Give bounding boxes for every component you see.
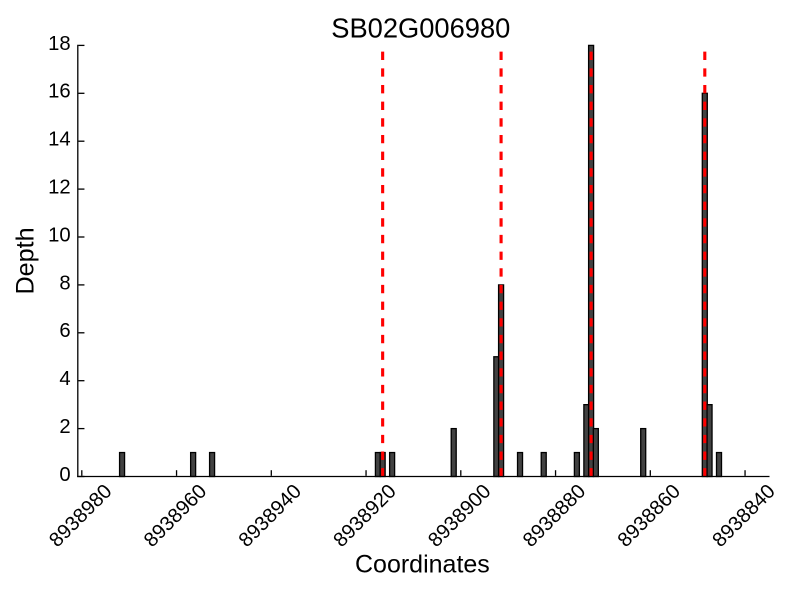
svg-text:6: 6 (59, 320, 70, 342)
svg-text:16: 16 (48, 81, 71, 103)
svg-text:SB02G006980: SB02G006980 (331, 12, 510, 43)
svg-text:2: 2 (59, 416, 70, 438)
svg-text:Depth: Depth (12, 227, 40, 294)
svg-text:14: 14 (48, 129, 71, 151)
svg-text:8: 8 (59, 272, 70, 294)
svg-text:10: 10 (48, 224, 71, 246)
svg-text:18: 18 (48, 33, 71, 55)
svg-text:Coordinates: Coordinates (355, 551, 490, 579)
svg-text:12: 12 (48, 177, 71, 199)
svg-text:4: 4 (59, 368, 70, 390)
svg-text:0: 0 (59, 464, 70, 486)
